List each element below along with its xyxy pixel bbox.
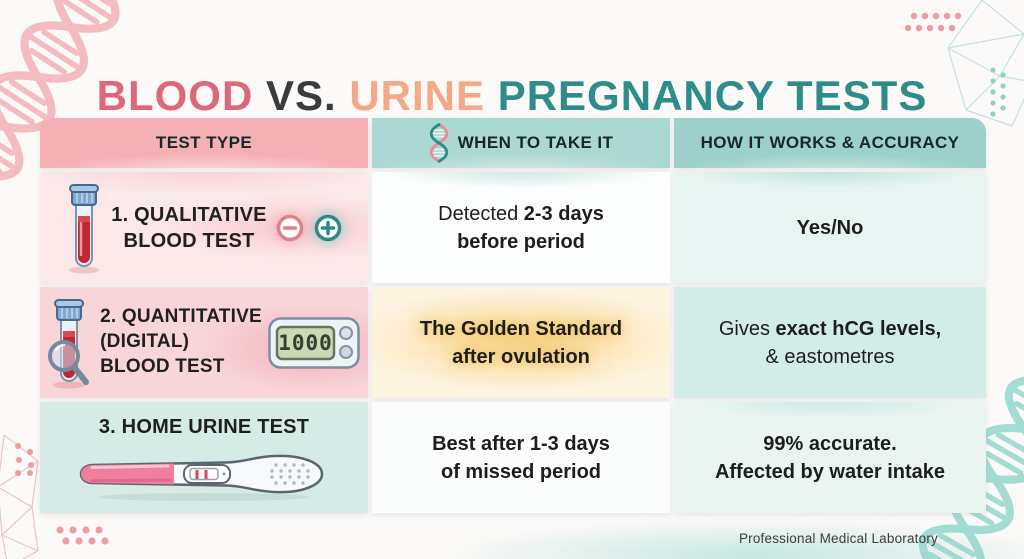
cell-text: Yes/No — [796, 216, 864, 239]
column-header-how-it-works: HOW IT WORKS & ACCURACY — [674, 118, 986, 168]
cell-text: Detected 2-3 days before period — [438, 202, 604, 253]
dna-icon — [429, 123, 448, 163]
cell-accuracy-qualitative: Yes/No — [674, 172, 986, 283]
cell-when-qualitative: Detected 2-3 days before period — [372, 172, 670, 283]
cell-text: Gives exact hCG levels, & eastometres — [718, 317, 942, 368]
digital-reader-icon: 1000 — [268, 316, 360, 369]
pink-dot-grid-top-right — [904, 12, 962, 32]
urine-test-stick-icon — [79, 454, 324, 501]
cell-when-home-urine: Best after 1-3 days of missed period — [372, 402, 670, 513]
cell-when-quantitative: The Golden Standard after ovulation — [372, 287, 670, 398]
column-header-label: HOW IT WORKS & ACCURACY — [700, 133, 960, 152]
comparison-table: TEST TYPE WHEN TO TAKE IT HOW IT WORKS &… — [40, 118, 986, 513]
cell-text: The Golden Standard after ovulation — [419, 317, 623, 368]
column-header-label: WHEN TO TAKE IT — [457, 133, 614, 152]
title-word-vs: VS. — [265, 72, 350, 120]
title-word-urine: URINE — [349, 72, 498, 120]
device-reading: 1000 — [278, 331, 333, 355]
test-name: 2. QUANTITATIVE (DIGITAL) BLOOD TEST — [100, 306, 262, 377]
cell-text: 99% accurate. Affected by water intake — [714, 432, 946, 483]
cell-test-type-quantitative: 2. QUANTITATIVE (DIGITAL) BLOOD TEST 100… — [40, 287, 368, 398]
test-name: 3. HOME URINE TEST — [98, 416, 310, 438]
footer-credit: Professional Medical Laboratory — [738, 531, 938, 546]
blood-tube-icon — [69, 183, 100, 273]
page-title: BLOOD VS. URINE PREGNANCY TESTS — [0, 72, 1024, 120]
blood-tube-magnifier-icon — [48, 298, 90, 388]
minus-icon — [276, 214, 303, 241]
title-word-pregnancy-tests: PREGNANCY TESTS — [497, 72, 928, 120]
pink-dot-cluster-left — [15, 443, 34, 476]
column-header-test-type: TEST TYPE — [40, 118, 368, 168]
cell-accuracy-home-urine: 99% accurate. Affected by water intake — [674, 402, 986, 513]
cell-text: Best after 1-3 days of missed period — [432, 432, 610, 483]
column-header-label: TEST TYPE — [155, 133, 253, 152]
cell-test-type-home-urine: 3. HOME URINE TEST — [40, 402, 368, 513]
test-name: 1. QUALITATIVE BLOOD TEST — [111, 203, 267, 252]
cell-accuracy-quantitative: Gives exact hCG levels, & eastometres — [674, 287, 986, 398]
plus-icon — [314, 214, 341, 241]
column-header-when-to-take-it: WHEN TO TAKE IT — [372, 118, 670, 168]
title-word-blood: BLOOD — [96, 72, 266, 120]
pink-dot-grid-bottom — [56, 526, 109, 545]
cell-test-type-qualitative: 1. QUALITATIVE BLOOD TEST — [40, 172, 368, 283]
